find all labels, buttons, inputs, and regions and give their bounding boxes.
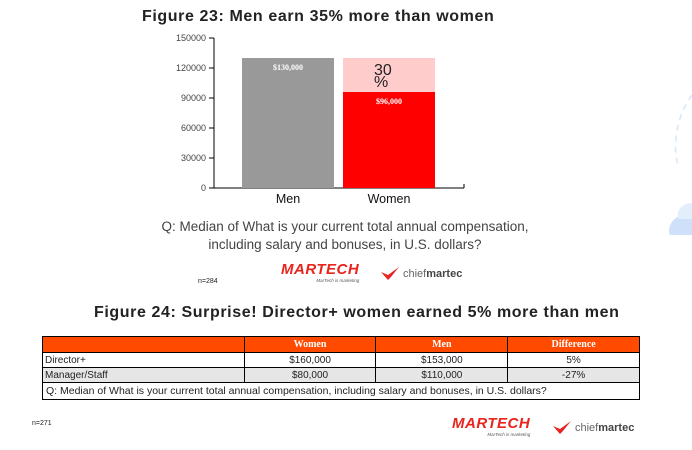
table-header-row: Women Men Difference bbox=[42, 336, 640, 353]
cell-difference: -27% bbox=[507, 367, 640, 383]
figure-24-n-label: n=271 bbox=[32, 420, 52, 427]
chiefmartec-check-icon bbox=[381, 267, 399, 280]
data-label-women: $96,000 bbox=[376, 97, 402, 106]
cell-difference: 5% bbox=[507, 352, 640, 368]
cell-women: $160,000 bbox=[243, 352, 377, 368]
y-tick-label: 120000 bbox=[176, 63, 206, 73]
bar-men bbox=[242, 58, 334, 188]
y-tick-label: 30000 bbox=[181, 153, 206, 163]
chiefmartec-text: chiefmartec bbox=[575, 422, 635, 434]
martech-logo-tagline: MarTech is marketing bbox=[316, 278, 360, 283]
category-label-men: Men bbox=[276, 192, 300, 206]
martech-logo-text: MARTECH bbox=[452, 415, 531, 432]
cell-men: $153,000 bbox=[375, 352, 509, 368]
martech-logo-bottom: MARTECH MarTech is marketing bbox=[452, 416, 530, 437]
table-header-men: Men bbox=[375, 336, 509, 353]
gap-label-part: % bbox=[374, 74, 388, 91]
table-row: Manager/Staff $80,000 $110,000 -27% bbox=[42, 367, 640, 383]
bar-women bbox=[343, 92, 435, 188]
figure-23-chart: 0 30000 60000 90000 120000 150000 $130,000 Men $… bbox=[176, 33, 465, 206]
y-tick-label: 90000 bbox=[181, 93, 206, 103]
chiefmartec-check-icon bbox=[553, 421, 571, 434]
gap-segment bbox=[343, 58, 435, 92]
cell-women: $80,000 bbox=[243, 367, 377, 383]
data-label-men: $130,000 bbox=[273, 63, 303, 72]
figure-23-n-label: n=284 bbox=[198, 278, 218, 285]
martech-logo: MARTECH MarTech is marketing bbox=[281, 262, 359, 283]
table-header-blank bbox=[42, 336, 245, 353]
table-question-row: Q: Median of What is your current total … bbox=[42, 382, 640, 400]
martech-logo-tagline: MarTech is marketing bbox=[487, 432, 531, 437]
martech-logo-text: MARTECH bbox=[281, 261, 360, 278]
cell-men: $110,000 bbox=[375, 367, 509, 383]
figure-24-table: Women Men Difference Director+ $160,000 … bbox=[42, 336, 640, 400]
row-label: Manager/Staff bbox=[42, 367, 245, 383]
row-label: Director+ bbox=[42, 352, 245, 368]
table-row: Director+ $160,000 $153,000 5% bbox=[42, 352, 640, 368]
category-label-women: Women bbox=[368, 192, 411, 206]
table-header-women: Women bbox=[243, 336, 377, 353]
chiefmartec-logo: chiefmartec bbox=[380, 266, 462, 282]
gap-label-part: 30 bbox=[374, 62, 392, 79]
figure-24-title: Figure 24: Surprise! Director+ women ear… bbox=[94, 304, 620, 321]
figure-23-title: Figure 23: Men earn 35% more than women bbox=[142, 8, 495, 25]
figure-23-question: Q: Median of What is your current total … bbox=[120, 218, 570, 254]
figure-23-question-line2: including salary and bonuses, in U.S. do… bbox=[208, 237, 482, 252]
table-question: Q: Median of What is your current total … bbox=[42, 382, 640, 400]
gap-label: 30% bbox=[374, 62, 392, 91]
chiefmartec-logo-bottom: chiefmartec bbox=[552, 420, 634, 436]
figure-23-question-line1: Q: Median of What is your current total … bbox=[161, 219, 529, 234]
decorative-cloud-shape bbox=[668, 95, 692, 235]
chiefmartec-text: chiefmartec bbox=[403, 268, 463, 280]
y-tick-label: 60000 bbox=[181, 123, 206, 133]
table-header-difference: Difference bbox=[507, 336, 640, 353]
y-tick-label: 150000 bbox=[176, 33, 206, 43]
y-tick-label: 0 bbox=[201, 183, 206, 193]
